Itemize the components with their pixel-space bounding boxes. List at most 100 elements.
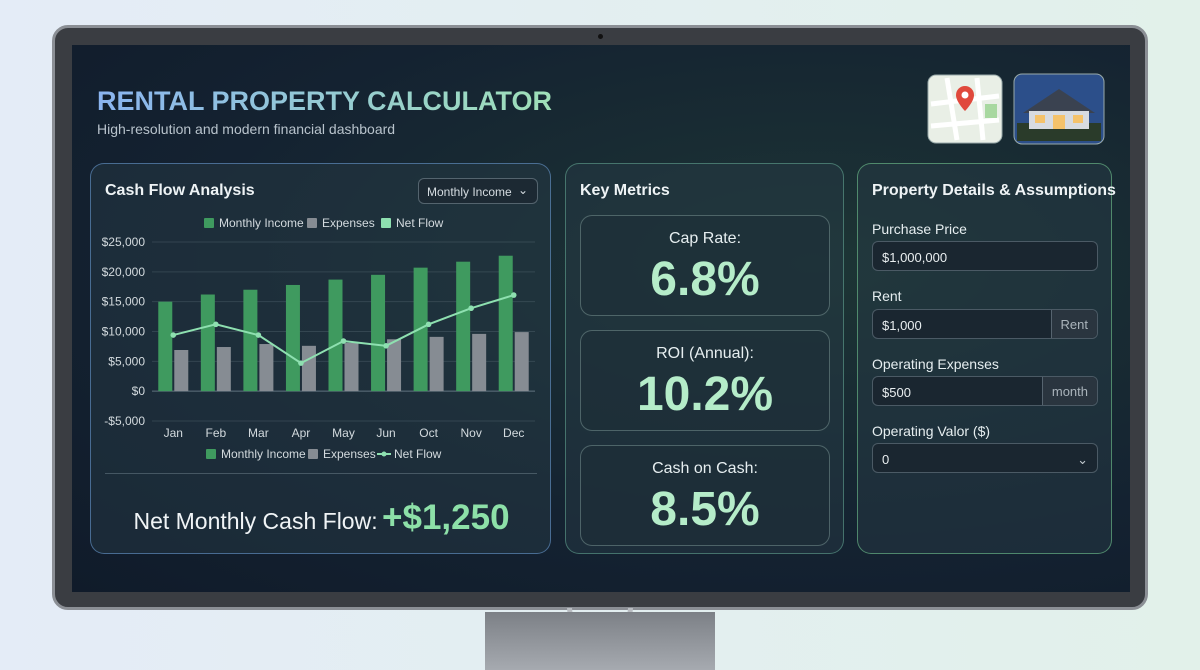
x-tick-label: Dec [503, 426, 524, 440]
legend-label: Expenses [323, 447, 376, 461]
legend-label: Net Flow [396, 216, 444, 230]
x-tick-label: Mar [248, 426, 269, 440]
legend-item: Monthly Income [206, 447, 306, 461]
x-tick-label: Jan [164, 426, 183, 440]
x-tick-label: Feb [205, 426, 226, 440]
metric-value: 6.8% [650, 253, 760, 306]
legend-label: Net Flow [394, 447, 442, 461]
input-value: $1,000 [882, 318, 922, 333]
line-point [383, 343, 389, 349]
net-cash-flow: Net Monthly Cash Flow: +$1,250 [91, 498, 552, 538]
panel-title: Property Details & Assumptions [872, 182, 1116, 199]
bar [429, 336, 444, 392]
field-label: Operating Valor ($) [872, 423, 991, 439]
net-label: Net Monthly Cash Flow: [133, 508, 378, 534]
page-subtitle: High-resolution and modern financial das… [97, 121, 396, 137]
y-tick-label: $20,000 [102, 265, 146, 279]
line-point [510, 292, 517, 298]
line-point [213, 321, 219, 328]
field-label: Purchase Price [872, 221, 967, 237]
line-point [170, 332, 177, 338]
camera [598, 34, 603, 39]
legend-label: Monthly Income [219, 216, 304, 230]
input-value: $500 [882, 385, 911, 400]
legend-label: Expenses [322, 216, 375, 230]
line-point [468, 305, 474, 312]
legend-swatch [307, 218, 317, 228]
legend-item: Expenses [308, 447, 376, 461]
metric-card: ROI (Annual): 10.2% [580, 330, 830, 431]
y-tick-label: $15,000 [102, 295, 146, 309]
bar [158, 301, 173, 392]
metric-label: ROI (Annual): [656, 345, 754, 362]
y-tick-label: $0 [132, 384, 146, 398]
input-value: $1,000,000 [882, 250, 948, 265]
metrics-panel: Key Metrics Cap Rate: 6.8% ROI (Annual): 1… [565, 163, 844, 554]
select-input[interactable]: 0 ⌄ [872, 443, 1098, 473]
map-park [985, 104, 997, 118]
line-point [340, 338, 347, 344]
metric-value: 10.2% [636, 368, 774, 421]
map-pin-dot [961, 91, 969, 99]
bar [216, 347, 231, 392]
page-title: RENTAL PROPERTY CALCULATOR [97, 86, 553, 116]
bar [285, 284, 300, 392]
metric-value: 8.5% [650, 483, 760, 536]
x-tick-label: Jun [376, 426, 395, 440]
input-suffix: Rent [1050, 310, 1097, 338]
bar [498, 255, 513, 392]
input-suffix: month [1041, 377, 1097, 405]
bar [243, 289, 258, 392]
line-point [255, 332, 262, 338]
y-tick-label: $5,000 [108, 354, 145, 368]
legend-swatch [381, 451, 387, 457]
chevron: ⌄ [1077, 452, 1088, 467]
bar [328, 279, 343, 392]
legend-swatch [381, 218, 391, 228]
net-value: +$1,250 [382, 498, 510, 537]
roof [1023, 89, 1095, 113]
divider [105, 473, 537, 474]
dropdown-value: Monthly Income [427, 185, 512, 199]
bar [456, 261, 471, 392]
legend-swatch [206, 449, 216, 459]
text-input[interactable]: $1,000 Rent [872, 309, 1098, 339]
y-tick-label: -$5,000 [104, 414, 145, 428]
panel-title: Cash Flow Analysis [105, 182, 255, 199]
metric-card: Cap Rate: 6.8% [580, 215, 830, 316]
legend-swatch [204, 218, 214, 228]
window [1035, 115, 1045, 123]
legend-label: Monthly Income [221, 447, 306, 461]
x-tick-label: Nov [460, 426, 481, 440]
metric-label: Cash on Cash: [652, 460, 758, 477]
input-value: 0 [882, 452, 890, 467]
bar [259, 344, 274, 392]
text-input[interactable]: $1,000,000 [872, 241, 1098, 271]
metric-card: Cash on Cash: 8.5% [580, 445, 830, 546]
field-label: Rent [872, 288, 902, 304]
line-point [298, 360, 304, 366]
door [1053, 115, 1065, 129]
stand [485, 612, 715, 670]
window [1073, 115, 1083, 123]
text-input[interactable]: $500 month [872, 376, 1098, 406]
legend-item: Expenses [307, 216, 375, 230]
details-panel: Property Details & Assumptions Purchase … [857, 163, 1116, 554]
bar [174, 349, 189, 392]
bar [301, 345, 316, 392]
legend-item: Net Flow [381, 216, 444, 230]
x-tick-label: Oct [419, 426, 438, 440]
y-tick-label: $25,000 [102, 235, 146, 249]
cash-flow-chart: -$5,000 $0 $5,000 $10,000 $15,000 $20,000 $25,… [102, 216, 535, 461]
legend-item: Monthly Income [204, 216, 304, 230]
dropdown[interactable]: Monthly Income ⌄ [418, 178, 538, 204]
legend-item: Net Flow [377, 447, 442, 461]
x-tick-label: Apr [292, 426, 311, 440]
map-thumbnail[interactable] [927, 74, 1003, 144]
bar [200, 294, 215, 392]
y-tick-label: $10,000 [102, 325, 146, 339]
house-thumbnail[interactable] [1013, 73, 1105, 145]
field-label: Operating Expenses [872, 356, 999, 372]
bar [514, 332, 529, 392]
